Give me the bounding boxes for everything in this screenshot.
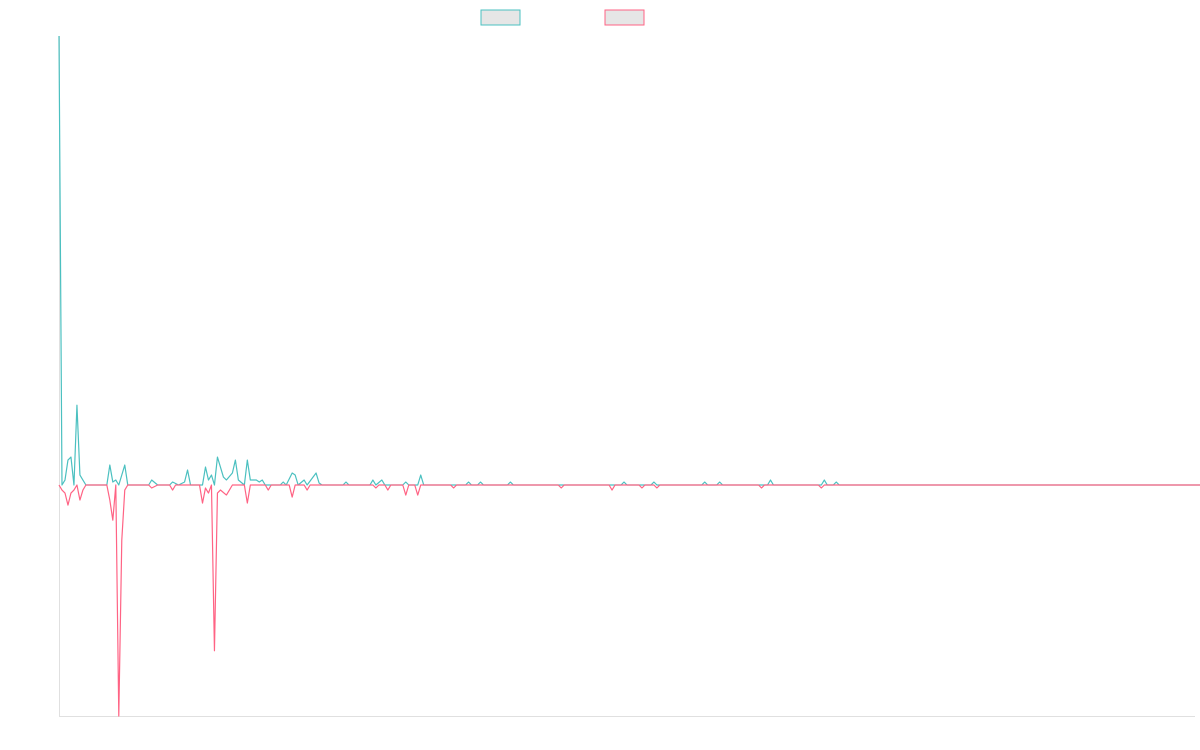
legend[interactable] [480,9,645,26]
legend-swatch-1[interactable] [480,9,521,26]
series-layer [58,35,1200,717]
legend-swatch-2[interactable] [604,9,645,26]
axes [59,36,1195,717]
series-line-1 [58,35,1200,486]
series-line-2 [58,484,1200,717]
